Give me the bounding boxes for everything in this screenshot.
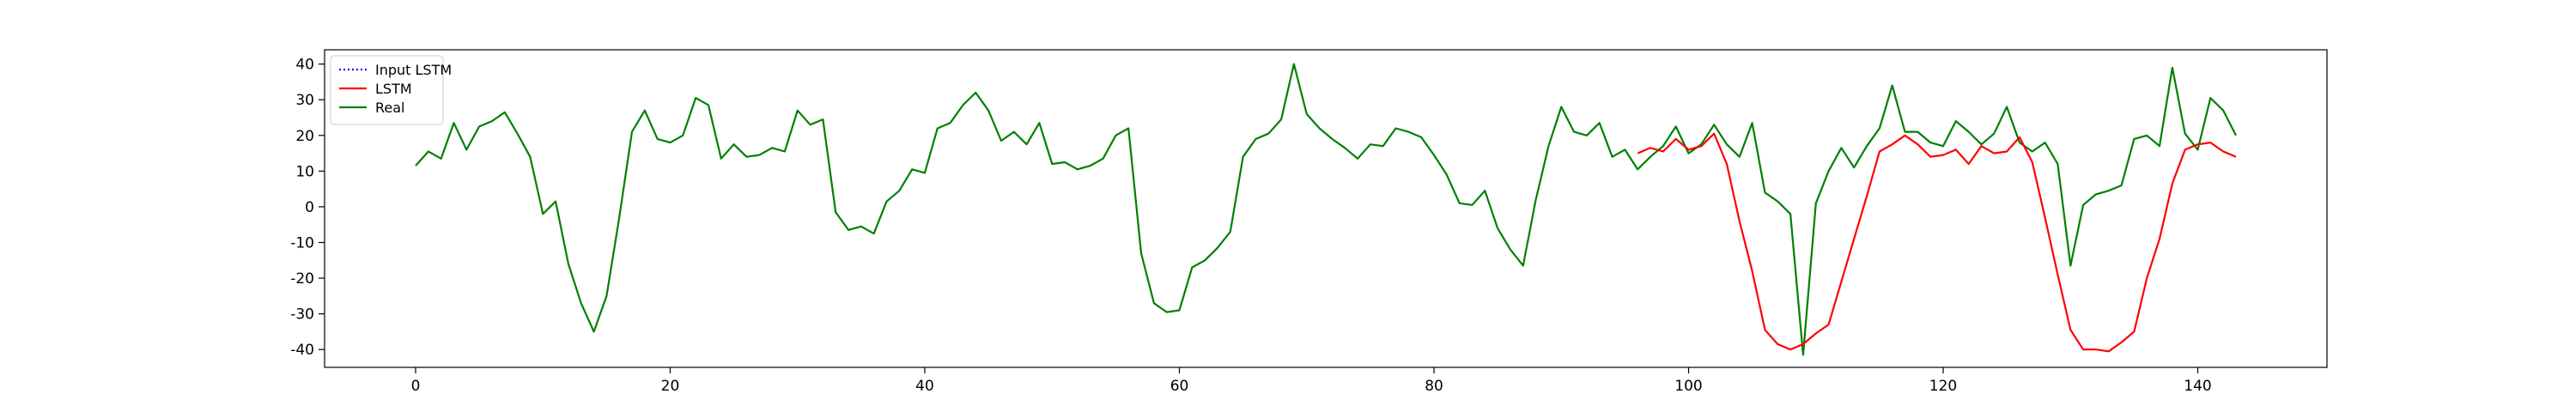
plot-lines <box>415 63 2237 356</box>
series-line-lstm <box>1637 132 2237 353</box>
plot-frame <box>324 49 2328 368</box>
x-tick-label: 40 <box>915 378 934 395</box>
y-tick-label: -40 <box>290 342 314 359</box>
x-tick-label: 120 <box>1929 378 1957 395</box>
x-axis: 0 20 40 60 80 100 120 140 <box>411 367 2212 395</box>
y-tick-label: 0 <box>305 199 314 216</box>
x-tick-label: 20 <box>661 378 680 395</box>
y-tick-label: 40 <box>295 57 314 74</box>
x-tick-label: 100 <box>1674 378 1702 395</box>
legend-label: Real <box>375 100 405 116</box>
y-tick-label: -30 <box>290 306 314 324</box>
y-axis: -40 -30 -20 -10 0 10 20 30 40 <box>290 57 325 359</box>
legend-label: LSTM <box>375 81 412 97</box>
y-tick-label: 30 <box>295 92 314 109</box>
y-tick-label: 20 <box>295 128 314 145</box>
series-line-real <box>415 63 2237 356</box>
y-tick-label: -20 <box>290 270 314 288</box>
x-tick-label: 60 <box>1170 378 1189 395</box>
x-tick-label: 80 <box>1425 378 1443 395</box>
legend-label: Input LSTM <box>375 62 452 78</box>
x-tick-label: 0 <box>411 378 421 395</box>
y-tick-label: 10 <box>295 163 314 180</box>
x-tick-label: 140 <box>2184 378 2211 395</box>
y-tick-label: -10 <box>290 234 314 251</box>
legend: Input LSTM LSTM Real <box>330 55 452 125</box>
